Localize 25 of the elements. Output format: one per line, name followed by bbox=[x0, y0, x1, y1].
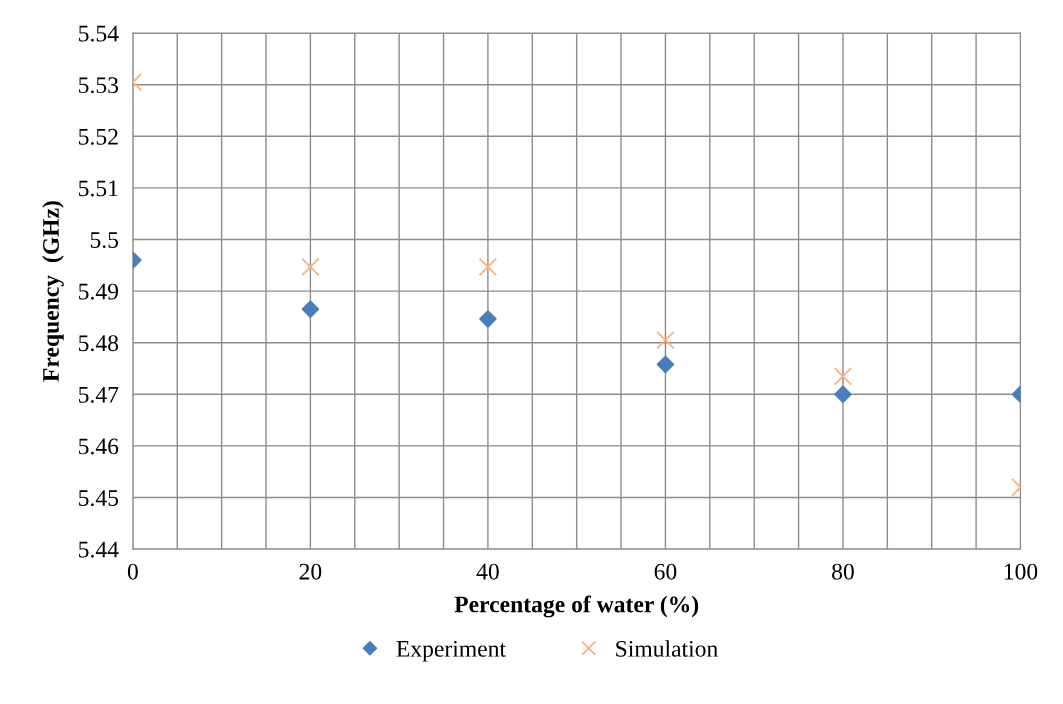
x-tick-label: 80 bbox=[832, 563, 854, 580]
point bbox=[656, 355, 675, 374]
x-tick-label: 100 bbox=[1004, 563, 1038, 580]
point bbox=[478, 257, 498, 277]
y-tick-label: 5.51 bbox=[79, 180, 118, 197]
y-tick-label: 5.49 bbox=[79, 283, 119, 300]
x-tick-label: 60 bbox=[654, 563, 677, 580]
y-axis-title: Frequency (GHz) bbox=[42, 201, 64, 382]
y-tick-label: 5.45 bbox=[79, 490, 119, 507]
point bbox=[479, 310, 497, 328]
y-tick-label: 5.46 bbox=[79, 438, 119, 455]
y-tick-label: 5.53 bbox=[79, 77, 119, 94]
y-tick-label: 5.54 bbox=[79, 25, 119, 42]
y-tick-label: 5.48 bbox=[79, 335, 119, 352]
y-tick-label: 5.44 bbox=[79, 541, 119, 558]
y-tick-label: 5.52 bbox=[79, 128, 118, 145]
legend-label: Experiment bbox=[396, 640, 506, 662]
y-tick-label: 5.5 bbox=[90, 232, 119, 249]
x-axis-title: Percentage of water (%) bbox=[454, 595, 699, 618]
x-tick-label: 20 bbox=[299, 563, 322, 580]
legend-label: Simulation bbox=[616, 640, 718, 657]
y-tick-label: 5.47 bbox=[79, 386, 119, 403]
point bbox=[656, 330, 675, 350]
x-tick-label: 0 bbox=[127, 563, 138, 580]
x-tick-label: 40 bbox=[476, 563, 499, 580]
